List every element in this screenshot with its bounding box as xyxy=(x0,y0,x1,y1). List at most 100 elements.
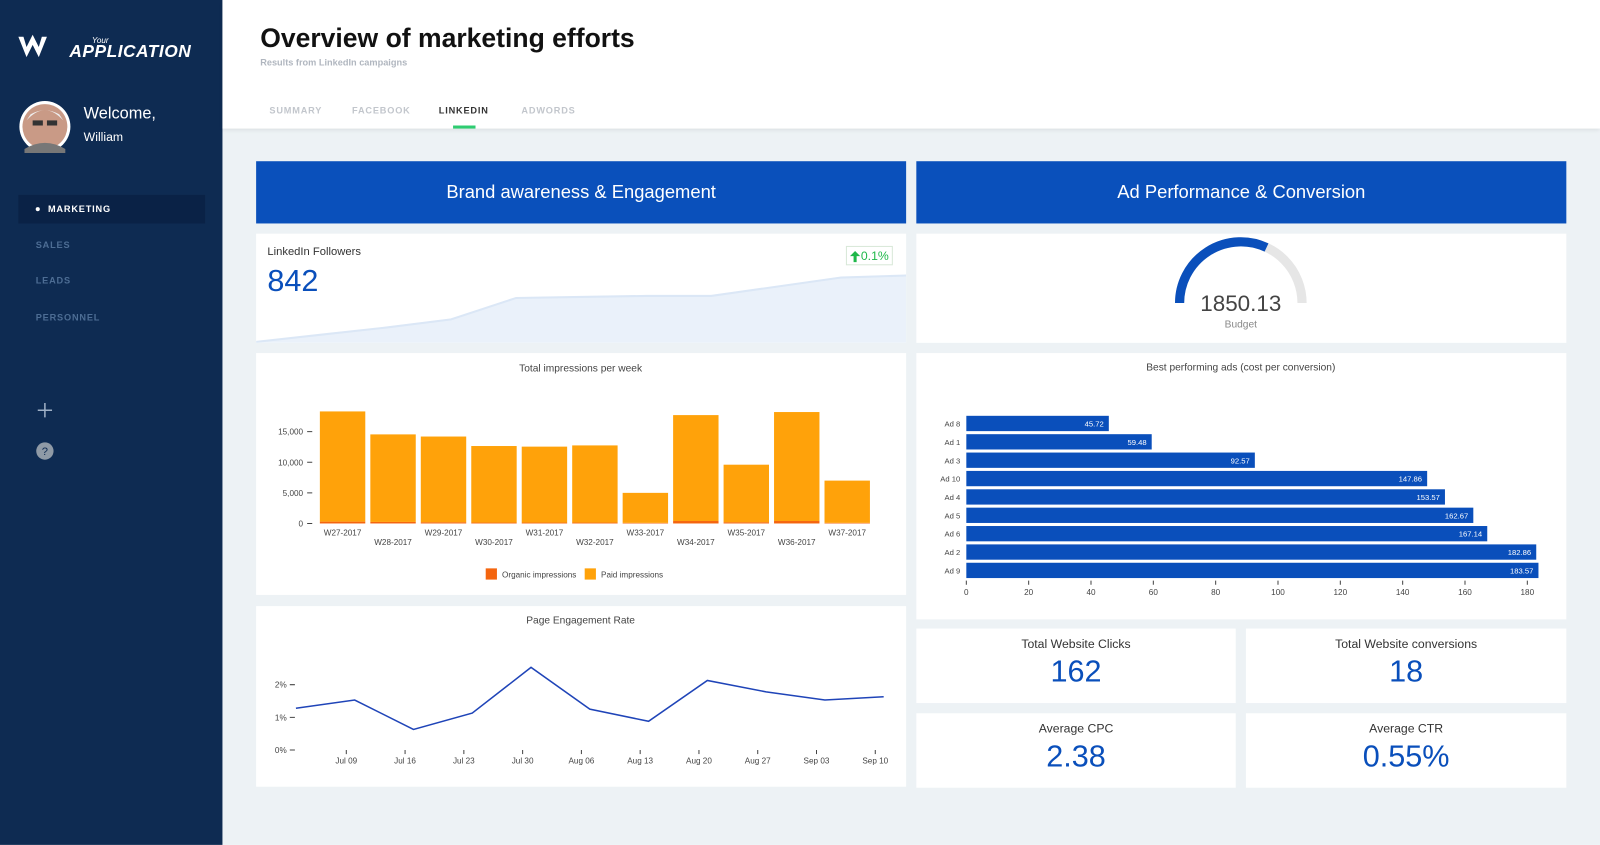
gauge-label: Budget xyxy=(1225,320,1257,331)
bar-segment xyxy=(774,521,820,524)
y-tick-label: Ad 10 xyxy=(940,475,960,484)
bar-segment xyxy=(471,522,517,524)
kpi-label: Average CTR xyxy=(1369,721,1444,736)
x-tick-label: W35-2017 xyxy=(727,529,765,538)
x-tick-label: W36-2017 xyxy=(778,538,816,547)
impressions-card: Total impressions per week 0 5,000 10,000 15… xyxy=(256,353,907,595)
chart-title: Page Engagement Rate xyxy=(526,615,635,626)
x-tick-label: Aug 06 xyxy=(568,756,594,765)
bar-segment xyxy=(572,445,618,523)
x-tick-label: 0 xyxy=(964,588,969,597)
x-tick-label: 40 xyxy=(1086,588,1096,597)
x-tick-label: Jul 16 xyxy=(394,756,416,765)
followers-card: LinkedIn Followers 842 0.1% xyxy=(256,233,907,343)
brand-top: Your xyxy=(91,35,109,45)
x-tick-label: Sep 03 xyxy=(804,756,830,765)
bar-segment xyxy=(622,492,669,523)
x-tick-label: W28-2017 xyxy=(374,538,412,547)
bar xyxy=(966,415,1109,432)
bar-segment xyxy=(420,522,467,524)
x-tick-label: Aug 20 xyxy=(686,756,712,765)
bar-segment xyxy=(521,522,568,524)
svg-text:?: ? xyxy=(42,446,48,458)
bar-segment xyxy=(370,434,416,522)
y-tick-label: Ad 8 xyxy=(944,420,960,429)
impressions-chart: Total impressions per week 0 5,000 10,000 15… xyxy=(278,363,870,580)
bar-segment xyxy=(572,522,618,524)
chart-title: Best performing ads (cost per conversion… xyxy=(1146,362,1335,373)
legend-label: Organic impressions xyxy=(502,571,576,580)
bar xyxy=(966,507,1474,523)
change-badge: 0.1% xyxy=(845,245,893,266)
up-arrow xyxy=(849,251,861,263)
tab[interactable]: SUMMARY xyxy=(269,105,323,116)
gauge-value: 1850.13 xyxy=(1200,291,1281,316)
budget-gauge: 1850.13 Budget xyxy=(1174,237,1307,331)
bar-segment xyxy=(723,522,769,524)
y-tick-label: Ad 2 xyxy=(944,548,960,557)
value-label: 45.72 xyxy=(1085,420,1104,429)
bar-segment xyxy=(673,521,719,524)
kpi-card: Total Website Clicks 162 xyxy=(916,628,1236,704)
x-tick-label: 140 xyxy=(1396,588,1410,597)
x-tick-label: Jul 23 xyxy=(453,756,475,765)
section-header: Brand awareness & Engagement xyxy=(256,161,907,224)
followers-label: LinkedIn Followers xyxy=(267,245,361,259)
bar-segment xyxy=(319,411,366,522)
legend-swatch xyxy=(584,568,596,580)
y-tick-label: Ad 3 xyxy=(944,456,960,465)
page-subtitle: Results from LinkedIn campaigns xyxy=(260,57,408,68)
bar xyxy=(966,526,1488,542)
x-tick-label: W34-2017 xyxy=(677,538,715,547)
x-tick-label: W32-2017 xyxy=(576,538,614,547)
y-tick-label: 0% xyxy=(275,746,287,755)
brand: APPLICATION xyxy=(69,41,192,62)
value-label: 147.86 xyxy=(1399,475,1422,484)
tab-underline xyxy=(452,125,475,129)
engagement-card: Page Engagement Rate 0% 1% 2% Jul 09 Jul 16 Ju… xyxy=(256,606,907,787)
logo-icon xyxy=(18,34,47,58)
legend-label: Paid impressions xyxy=(601,571,663,580)
x-tick-label: W31-2017 xyxy=(526,529,564,538)
value-label: 153.57 xyxy=(1416,493,1439,502)
x-tick-label: 160 xyxy=(1458,588,1472,597)
bar-segment xyxy=(824,480,870,523)
value-label: 167.14 xyxy=(1459,530,1483,539)
y-tick-label: 15,000 xyxy=(278,428,303,437)
x-tick-label: W27-2017 xyxy=(324,529,362,538)
value-label: 183.57 xyxy=(1510,566,1533,575)
kpi-value: 18 xyxy=(1389,655,1424,689)
kpi-card: Average CPC 2.38 xyxy=(916,713,1236,788)
kpi-value: 162 xyxy=(1050,655,1102,689)
bar xyxy=(966,434,1152,450)
kpi-label: Total Website conversions xyxy=(1335,636,1478,652)
tab[interactable]: LINKEDIN xyxy=(438,105,489,116)
bar-segment xyxy=(471,446,517,523)
y-tick-label: 10,000 xyxy=(278,458,303,467)
bar-segment xyxy=(824,522,870,524)
nav-item[interactable]: MARKETING xyxy=(47,204,111,215)
x-tick-label: 20 xyxy=(1024,588,1034,597)
bar-segment xyxy=(420,436,467,523)
nav-item[interactable]: LEADS xyxy=(35,275,71,286)
tab[interactable]: FACEBOOK xyxy=(352,105,411,116)
add-icon[interactable] xyxy=(37,402,53,418)
value-label: 59.48 xyxy=(1127,438,1146,447)
bar-segment xyxy=(622,522,669,524)
x-tick-label: Jul 09 xyxy=(335,756,357,765)
kpi-value: 2.38 xyxy=(1046,739,1106,774)
engagement-chart: Page Engagement Rate 0% 1% 2% Jul 09 Jul 16 Ju… xyxy=(275,615,889,765)
y-tick-label: 1% xyxy=(275,713,287,722)
tab[interactable]: ADWORDS xyxy=(521,105,576,116)
kpi-card: Average CTR 0.55% xyxy=(1245,713,1567,788)
y-tick-label: 0 xyxy=(299,520,304,529)
nav-item[interactable]: PERSONNEL xyxy=(35,312,101,323)
help-icon[interactable]: ? xyxy=(36,442,54,460)
nav-active-bg xyxy=(18,194,206,224)
value-label: 92.57 xyxy=(1231,456,1250,465)
bar-segment xyxy=(774,412,820,522)
x-tick-label: Jul 30 xyxy=(512,756,534,765)
bar-segment xyxy=(673,415,719,522)
nav-item[interactable]: SALES xyxy=(35,239,71,250)
